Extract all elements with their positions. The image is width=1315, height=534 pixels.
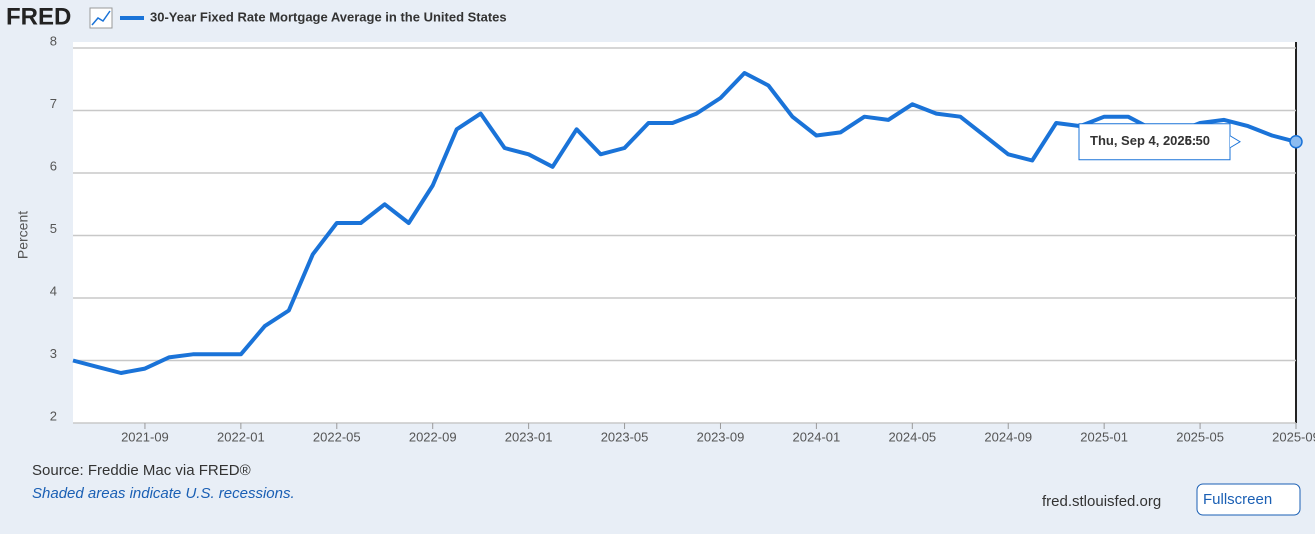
data-line (72, 71, 1297, 375)
y-tick-label: 2 (50, 408, 57, 423)
y-tick-label: 8 (50, 33, 57, 48)
legend-label: 30-Year Fixed Rate Mortgage Average in t… (150, 9, 507, 24)
x-tick-label: 2022-09 (409, 429, 457, 444)
y-axis-label: Percent (15, 211, 31, 259)
x-tick-label: 2025-05 (1176, 429, 1224, 444)
fullscreen-label[interactable]: Fullscreen (1203, 491, 1272, 508)
site-link: fred.stlouisfed.org (1042, 493, 1161, 510)
y-tick-label: 6 (50, 158, 57, 173)
logo-icon (89, 7, 113, 29)
fullscreen-button[interactable] (1196, 483, 1301, 516)
plot-area (73, 42, 1296, 423)
tooltip-value: 6.50 (1185, 133, 1210, 148)
x-tick-label: 2023-09 (697, 429, 745, 444)
note: Shaded areas indicate U.S. recessions. (32, 485, 295, 502)
x-tick-label: 2025-09 (1272, 429, 1315, 444)
tooltip-marker (1289, 135, 1303, 149)
y-tick-label: 3 (50, 346, 57, 361)
tooltip-date: Thu, Sep 4, 2025: (1090, 133, 1196, 148)
logo: FRED (6, 3, 71, 30)
x-tick-label: 2024-09 (984, 429, 1032, 444)
y-tick-label: 5 (50, 221, 57, 236)
x-tick-label: 2021-09 (121, 429, 169, 444)
x-tick-label: 2025-01 (1080, 429, 1128, 444)
x-tick-label: 2022-05 (313, 429, 361, 444)
tooltip-pointer (1229, 135, 1241, 149)
x-tick-label: 2023-05 (601, 429, 649, 444)
x-tick-label: 2022-01 (217, 429, 265, 444)
y-tick-label: 4 (50, 283, 57, 298)
logo-icon-line (91, 10, 111, 26)
x-tick-label: 2023-01 (505, 429, 553, 444)
source: Source: Freddie Mac via FRED® (32, 462, 251, 479)
y-tick-label: 7 (50, 96, 57, 111)
x-tick-label: 2024-01 (793, 429, 841, 444)
x-tick-label: 2024-05 (888, 429, 936, 444)
